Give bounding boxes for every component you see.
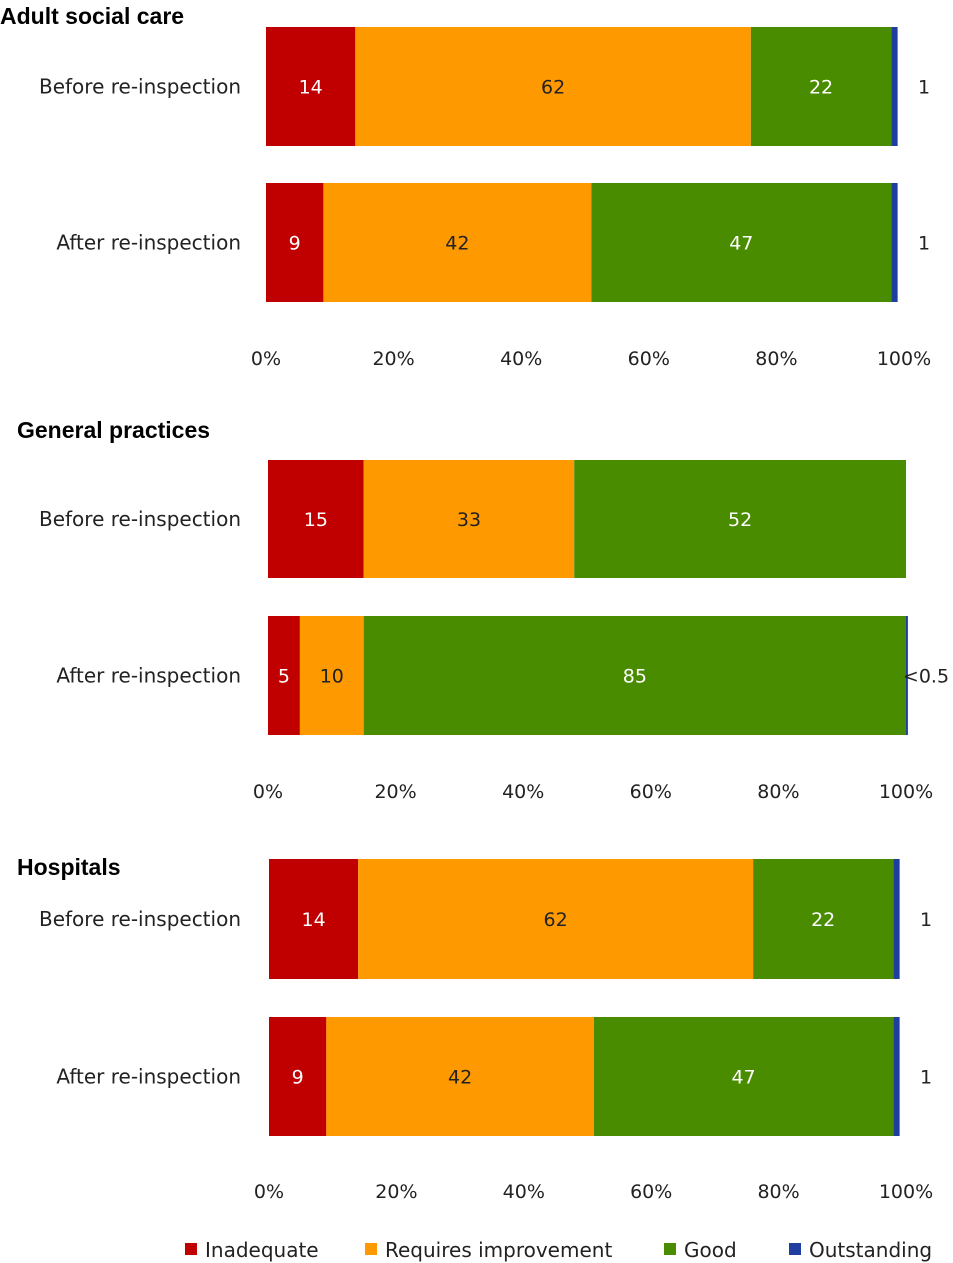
general-practices-title: General practices [17,417,210,443]
legend-swatch-good [664,1243,676,1255]
adult-social-care-category-label: After re-inspection [56,231,241,255]
general-practices-data-label-good: 52 [728,509,752,531]
hospitals-category-label: After re-inspection [56,1065,241,1089]
general-practices-data-label-requires-improvement: 33 [457,509,481,531]
general-practices-x-tick-label: 20% [374,781,416,803]
adult-social-care-x-tick-label: 80% [755,348,797,370]
general-practices-x-tick-label: 60% [630,781,672,803]
adult-social-care-category-label: Before re-inspection [39,75,241,99]
adult-social-care-data-label-inadequate: 9 [289,233,301,255]
hospitals-bar-requires-improvement [326,1017,594,1136]
adult-social-care-bar-good [750,27,892,146]
legend-swatch-outstanding [789,1243,801,1255]
hospitals-data-label-requires-improvement: 62 [544,909,568,931]
hospitals-bar-good [753,859,894,979]
adult-social-care-data-label-requires-improvement: 42 [445,233,469,255]
general-practices-x-tick-label: 100% [879,781,933,803]
adult-social-care-bar-outstanding [891,183,898,302]
general-practices-bar-good [363,616,906,735]
general-practices-panel: General practices Before re-inspection 15 3… [17,417,949,803]
hospitals-title: Hospitals [17,854,121,880]
adult-social-care-panel: Adult social care Before re-inspection 14 6… [0,3,931,370]
adult-social-care-data-label-good: 47 [729,233,753,255]
adult-social-care-bar-outstanding [891,27,898,146]
hospitals-x-tick-label: 100% [879,1181,933,1203]
general-practices-x-tick-label: 0% [253,781,283,803]
adult-social-care-x-tick-label: 100% [877,348,931,370]
adult-social-care-data-label-requires-improvement: 62 [541,77,565,99]
general-practices-data-label-good: 85 [623,666,647,688]
general-practices-bar-requires-improvement [363,460,575,578]
adult-social-care-data-label-good: 22 [809,77,833,99]
hospitals-data-label-inadequate: 9 [292,1067,304,1089]
adult-social-care-bar-inadequate [266,27,356,146]
adult-social-care-bar-requires-improvement [355,27,751,146]
hospitals-category-label: Before re-inspection [39,907,241,931]
adult-social-care-x-tick-label: 20% [372,348,414,370]
general-practices-data-label-inadequate: 5 [278,666,290,688]
hospitals-data-label-outstanding: 1 [920,1067,932,1089]
hospitals-data-label-outstanding: 1 [920,909,932,931]
hospitals-x-tick-label: 0% [254,1181,284,1203]
hospitals-bar-inadequate [269,859,359,979]
hospitals-bar-outstanding [893,859,900,979]
legend-label-inadequate: Inadequate [205,1238,319,1262]
hospitals-data-label-inadequate: 14 [301,909,325,931]
adult-social-care-data-label-inadequate: 14 [299,77,323,99]
adult-social-care-data-label-outstanding: 1 [918,233,930,255]
adult-social-care-bar-good [591,183,892,302]
hospitals-x-tick-label: 20% [375,1181,417,1203]
hospitals-bar-outstanding [893,1017,900,1136]
adult-social-care-x-tick-label: 60% [628,348,670,370]
hospitals-panel: Hospitals Before re-inspection 14 62 22 1 Afte… [17,854,933,1203]
legend-swatch-inadequate [185,1243,197,1255]
hospitals-x-tick-label: 40% [503,1181,545,1203]
adult-social-care-bar-requires-improvement [323,183,592,302]
hospitals-bar-good [593,1017,894,1136]
general-practices-bar-outstanding [906,616,908,735]
general-practices-x-tick-label: 40% [502,781,544,803]
hospitals-bar-inadequate [269,1017,327,1136]
hospitals-x-tick-label: 60% [630,1181,672,1203]
general-practices-data-label-requires-improvement: 10 [320,666,344,688]
legend-label-requires-improvement: Requires improvement [385,1238,612,1262]
hospitals-bar-requires-improvement [358,859,754,979]
hospitals-data-label-requires-improvement: 42 [448,1067,472,1089]
general-practices-category-label: After re-inspection [56,664,241,688]
general-practices-data-label-outstanding: <0.5 [903,666,949,688]
adult-social-care-data-label-outstanding: 1 [918,77,930,99]
adult-social-care-title: Adult social care [0,3,184,29]
hospitals-data-label-good: 47 [731,1067,755,1089]
general-practices-bar-inadequate [268,616,300,735]
general-practices-bar-inadequate [268,460,364,578]
legend-swatch-requires-improvement [365,1243,377,1255]
legend-label-good: Good [684,1238,737,1262]
adult-social-care-bar-inadequate [266,183,324,302]
hospitals-x-tick-label: 80% [757,1181,799,1203]
legend: Inadequate Requires improvement Good Outsta… [185,1238,932,1262]
general-practices-bar-good [574,460,906,578]
general-practices-bar-requires-improvement [299,616,364,735]
general-practices-x-tick-label: 80% [757,781,799,803]
general-practices-data-label-inadequate: 15 [304,509,328,531]
hospitals-data-label-good: 22 [811,909,835,931]
legend-label-outstanding: Outstanding [809,1238,932,1262]
general-practices-category-label: Before re-inspection [39,507,241,531]
adult-social-care-x-tick-label: 40% [500,348,542,370]
adult-social-care-x-tick-label: 0% [251,348,281,370]
